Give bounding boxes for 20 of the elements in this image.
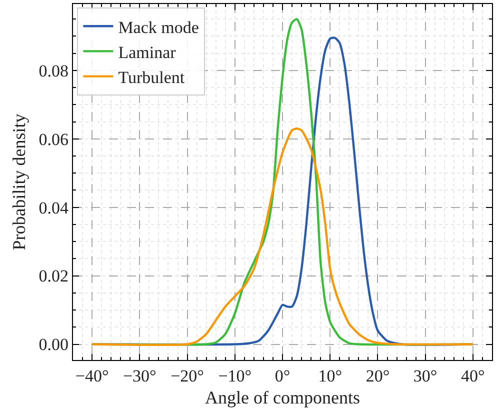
line-series	[90, 128, 474, 346]
y-tick-label: 0.04	[38, 198, 69, 218]
y-axis-title: Probability density	[8, 114, 29, 250]
x-axis-title: Angle of components	[205, 388, 360, 408]
y-tick-label: 0.06	[38, 130, 68, 149]
x-tick-label: 40°	[461, 366, 485, 386]
y-tick-label: 0.00	[38, 335, 68, 354]
x-tick-label: 30°	[413, 366, 438, 386]
y-tick-label: 0.08	[38, 61, 68, 80]
y-tick-label: 0.02	[38, 266, 68, 286]
legend-label: Turbulent	[118, 68, 185, 87]
x-tick-label: −40°	[75, 366, 109, 386]
x-tick-label: −10°	[218, 366, 252, 386]
legend-label: Laminar	[118, 42, 176, 62]
legend-label: Mack mode	[118, 18, 199, 37]
x-tick-label: −30°	[122, 366, 156, 386]
x-tick-label: 0°	[274, 366, 290, 386]
x-tick-label: −20°	[170, 366, 204, 386]
x-tick-label: 10°	[318, 366, 342, 386]
x-tick-label: 20°	[366, 366, 390, 386]
